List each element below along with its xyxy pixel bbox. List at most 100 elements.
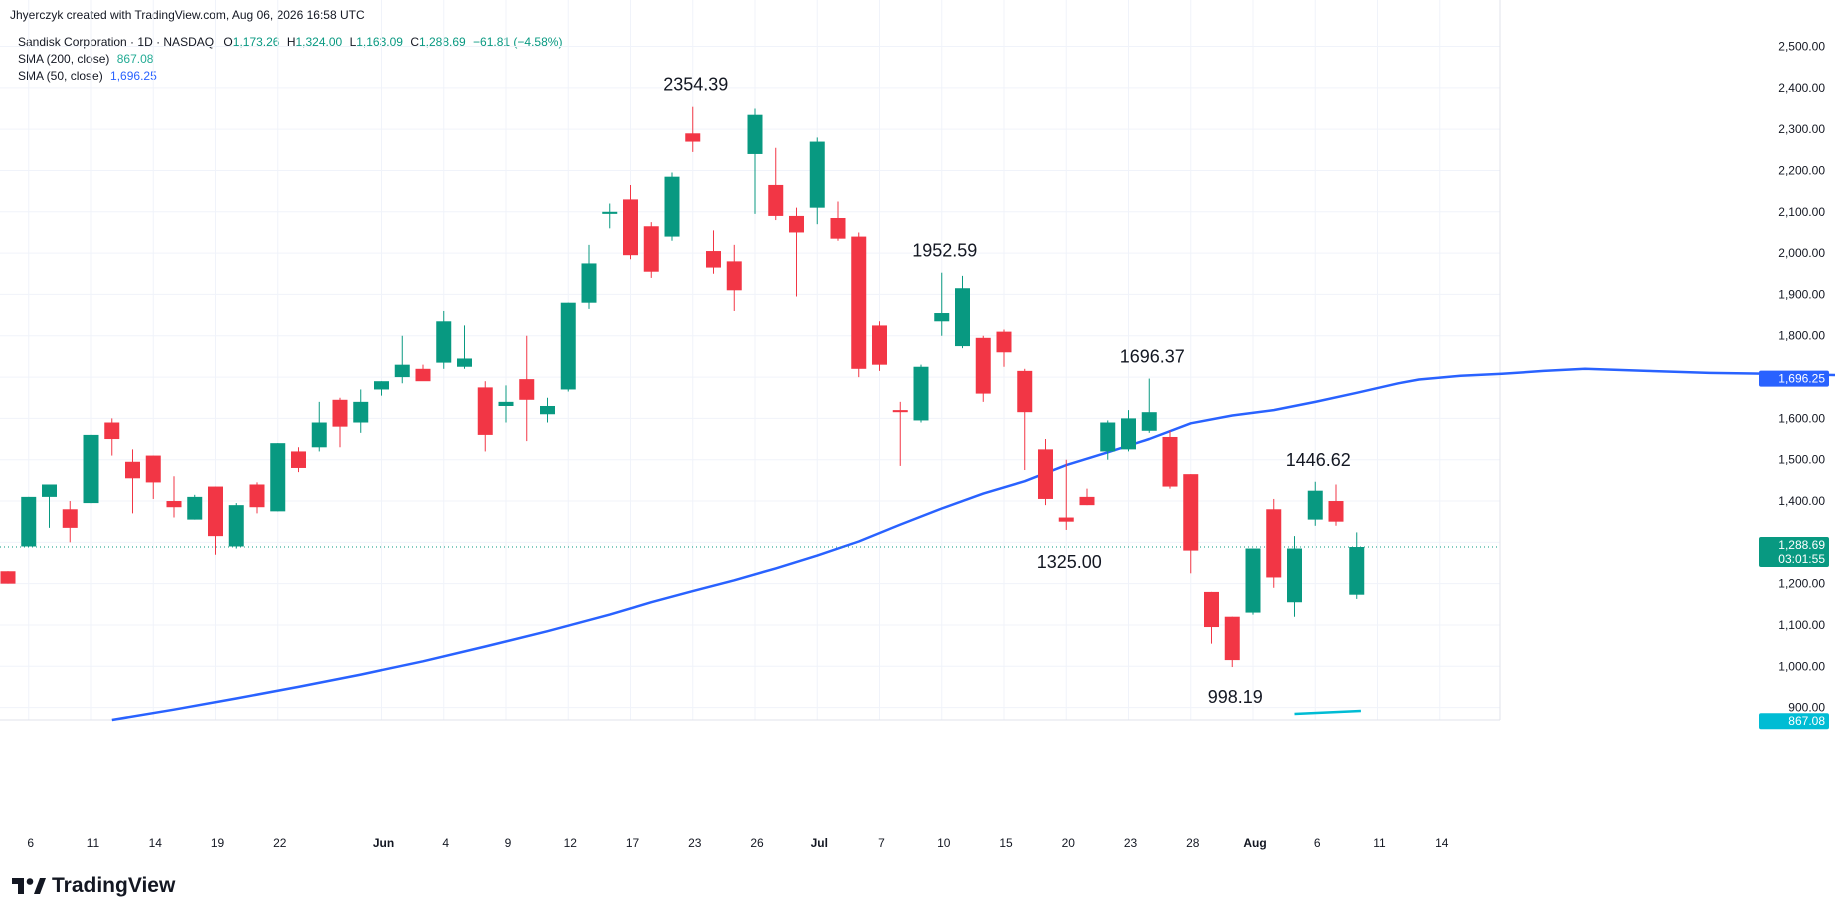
price-annotations: 2354.39 1952.59 1696.37 1325.00 998.19 1446.6…: [663, 75, 1351, 707]
candle: [789, 207, 804, 297]
candle: [1204, 591, 1219, 644]
candle-body: [872, 325, 887, 365]
candle-body: [1121, 418, 1136, 450]
candle-body: [602, 211, 618, 214]
close-label: C: [410, 35, 419, 49]
candle: [145, 455, 161, 499]
candle-body: [623, 199, 638, 256]
candle-body: [21, 496, 37, 547]
high-label: H: [286, 35, 296, 49]
candle: [643, 222, 659, 278]
candle-body: [62, 509, 78, 528]
candle-body: [1183, 474, 1199, 551]
chart-grid: [0, 0, 1501, 721]
candle: [42, 484, 57, 528]
candle-body: [270, 443, 286, 512]
price-annotation: 1325.00: [1037, 552, 1102, 572]
candle-body: [0, 571, 16, 584]
time-tick-label: Aug: [1243, 836, 1266, 850]
price-badge: 867.08: [1759, 713, 1829, 730]
candle: [125, 449, 140, 514]
time-tick-label: 17: [626, 836, 640, 850]
candle: [0, 571, 16, 584]
candle-body: [643, 226, 659, 272]
candle-body: [747, 114, 763, 154]
price-tick-label: 2,300.00: [1778, 122, 1825, 136]
candle: [809, 137, 825, 225]
time-tick-label: 14: [1435, 836, 1449, 850]
candle: [747, 108, 763, 214]
candle: [21, 496, 37, 547]
candles: [0, 106, 1365, 668]
candle-body: [498, 401, 514, 406]
candle-body: [166, 501, 182, 508]
price-axis[interactable]: 900.001,000.001,100.001,200.001,300.001,…: [1759, 40, 1829, 730]
candle: [104, 418, 120, 456]
candle: [706, 230, 721, 274]
time-axis[interactable]: 6 11 14 19 22 Jun 4 9 12 17 23 26 Jul 7 10 15 20 23 28 Aug 6…: [27, 836, 1448, 850]
price-badge-bg: [1759, 370, 1829, 387]
candle-body: [394, 364, 410, 378]
time-tick-label: 6: [27, 836, 34, 850]
price-tick-label: 2,400.00: [1778, 81, 1825, 95]
candle-body: [975, 337, 991, 394]
time-tick-label: 11: [1373, 836, 1386, 850]
candle: [477, 381, 493, 452]
price-tick-label: 1,400.00: [1778, 494, 1825, 508]
candle-body: [415, 368, 431, 382]
candle-body: [1058, 517, 1074, 522]
time-tick-label: 23: [688, 836, 702, 850]
candle-body: [726, 261, 742, 291]
symbol-name[interactable]: Sandisk Corporation · 1D · NASDAQ: [18, 35, 215, 49]
time-tick-label: 19: [211, 836, 225, 850]
time-tick-label: 22: [273, 836, 287, 850]
candle-body: [208, 486, 223, 537]
candle: [1307, 481, 1323, 526]
candle: [830, 201, 846, 241]
candle-body: [353, 401, 369, 423]
price-tick-label: 2,500.00: [1778, 40, 1825, 54]
candle: [768, 147, 784, 221]
candle: [498, 385, 514, 423]
candle: [851, 232, 867, 378]
candle: [872, 321, 887, 371]
candle-body: [83, 434, 99, 504]
time-tick-label: 9: [505, 836, 512, 850]
candle: [664, 172, 680, 241]
legend-sma50-row[interactable]: SMA (50, close) 1,696.25: [18, 68, 562, 85]
time-tick-label: 20: [1062, 836, 1076, 850]
legend-symbol-row: Sandisk Corporation · 1D · NASDAQ O1,173…: [18, 34, 562, 51]
time-tick-label: 14: [149, 836, 163, 850]
candle-body: [560, 302, 576, 390]
candle-body: [996, 331, 1012, 353]
candle-body: [104, 422, 120, 440]
candle: [1245, 548, 1261, 615]
candle: [623, 184, 638, 260]
price-badge-bg: [1759, 537, 1829, 568]
candle: [228, 503, 244, 549]
price-badge-label: 1,288.69: [1778, 538, 1825, 552]
sma200-series: [1294, 709, 1361, 716]
time-tick-label: Jul: [811, 836, 828, 850]
tradingview-logo[interactable]: TradingView: [12, 874, 175, 898]
price-tick-label: 1,100.00: [1778, 618, 1825, 632]
candle: [1183, 474, 1199, 574]
candle: [540, 397, 555, 423]
time-tick-label: 10: [937, 836, 951, 850]
candle-body: [789, 215, 804, 233]
time-tick-label: 11: [87, 836, 100, 850]
candle-body: [809, 141, 825, 208]
candle-body: [892, 410, 908, 413]
open-label: O: [223, 35, 233, 49]
candlestick-chart[interactable]: 2354.39 1952.59 1696.37 1325.00 998.19 1446.6…: [0, 0, 1835, 870]
candle-body: [1141, 412, 1157, 431]
candle-body: [1038, 449, 1053, 499]
price-tick-label: 1,800.00: [1778, 329, 1825, 343]
legend-sma200-row[interactable]: SMA (200, close) 867.08: [18, 51, 562, 68]
candle: [975, 335, 991, 402]
time-tick-label: 4: [442, 836, 449, 850]
candle: [955, 275, 970, 349]
time-tick-label: 12: [564, 836, 578, 850]
chart-attribution: Jhyerczyk created with TradingView.com, …: [10, 8, 365, 22]
candle-body: [581, 263, 597, 303]
